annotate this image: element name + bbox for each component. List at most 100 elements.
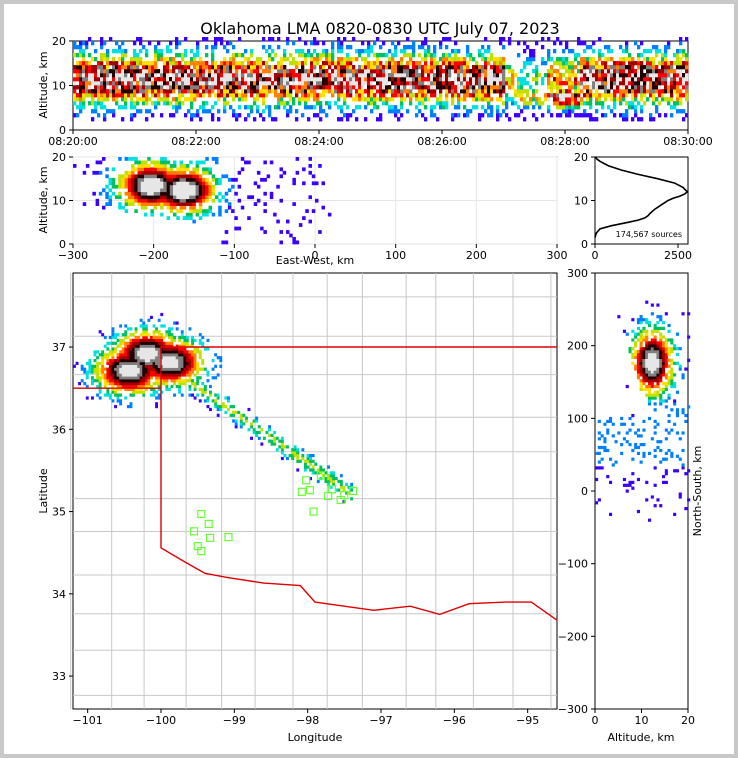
time-height-cell	[394, 81, 398, 86]
ew-x-tick-label: −300	[58, 249, 88, 262]
time-height-cell	[286, 113, 290, 118]
ew-cell	[147, 191, 151, 196]
plan-cell	[178, 353, 182, 357]
plan-cell	[214, 399, 218, 403]
time-height-cell	[73, 85, 77, 90]
plan-cell	[188, 344, 192, 348]
time-height-cell	[454, 61, 458, 66]
time-height-cell	[154, 65, 158, 70]
time-height-cell	[154, 45, 158, 50]
plan-cell	[132, 338, 135, 342]
plan-cell	[157, 361, 161, 365]
plan-cell	[214, 364, 218, 368]
time-height-cell	[649, 69, 653, 74]
time-height-cell	[484, 77, 488, 82]
plan-cell	[291, 451, 295, 455]
time-height-cell	[169, 113, 173, 118]
time-height-cell	[445, 97, 449, 102]
time-height-cell	[514, 101, 518, 106]
time-height-cell	[214, 65, 218, 70]
plan-cell	[150, 344, 153, 348]
ew-cell	[121, 181, 125, 186]
time-height-cell	[601, 113, 605, 118]
plan-cell	[293, 445, 297, 449]
ns-cell	[653, 425, 657, 429]
ew-cell	[173, 164, 177, 168]
time-height-cell	[496, 73, 500, 78]
plan-cell	[101, 356, 105, 360]
ns-cell	[673, 373, 677, 377]
ew-cell	[202, 198, 206, 203]
time-height-cell	[355, 77, 359, 82]
time-height-cell	[73, 45, 77, 50]
time-height-cell	[664, 89, 668, 94]
plan-cell	[121, 373, 125, 377]
plan-cell	[142, 353, 146, 357]
ew-cell	[163, 202, 167, 206]
time-height-x-tick-label: 08:22:00	[171, 135, 220, 148]
time-height-cell	[448, 57, 452, 62]
time-height-cell	[517, 85, 521, 90]
time-height-cell	[679, 61, 683, 66]
time-height-cell	[346, 77, 350, 82]
ns-cell	[653, 393, 657, 397]
time-height-cell	[91, 101, 95, 106]
time-height-cell	[586, 85, 590, 90]
time-height-cell	[505, 105, 509, 110]
time-height-cell	[340, 85, 344, 90]
time-height-cell	[430, 65, 434, 70]
ns-cell	[673, 361, 677, 365]
time-height-cell	[493, 65, 497, 70]
time-height-cell	[313, 89, 317, 94]
time-height-cell	[526, 89, 530, 94]
time-height-cell	[211, 117, 215, 122]
time-height-cell	[292, 77, 296, 82]
time-height-cell	[166, 97, 170, 102]
ew-cell	[111, 177, 116, 182]
time-height-cell	[277, 65, 281, 70]
time-height-cell	[658, 69, 662, 74]
time-height-cell	[256, 97, 260, 102]
time-height-cell	[508, 117, 512, 122]
time-height-cell	[439, 41, 443, 46]
time-height-cell	[364, 61, 368, 66]
time-height-cell	[349, 45, 353, 50]
plan-cell	[175, 384, 179, 389]
plan-cell	[178, 344, 182, 348]
plan-cell	[291, 448, 295, 452]
time-height-cell	[463, 85, 467, 90]
time-height-cell	[76, 113, 80, 118]
plan-cell	[332, 471, 336, 475]
time-height-cell	[169, 77, 173, 82]
ew-cell	[156, 202, 161, 206]
ew-cell	[318, 164, 322, 168]
time-height-cell	[388, 109, 392, 114]
time-height-cell	[253, 89, 257, 94]
time-height-cell	[112, 109, 116, 114]
ew-cell	[263, 230, 267, 234]
time-height-cell	[484, 57, 488, 62]
plan-cell	[337, 488, 341, 492]
plan-cell	[137, 382, 141, 386]
time-height-cell	[640, 105, 644, 110]
time-height-cell	[466, 93, 470, 98]
time-height-cell	[646, 85, 650, 90]
ew-cell	[189, 177, 193, 182]
time-height-cell	[496, 89, 500, 94]
ew-cell	[118, 181, 122, 186]
time-height-cell	[421, 45, 425, 50]
ew-cell	[253, 202, 258, 206]
plan-cell	[196, 364, 200, 368]
plan-cell	[147, 382, 151, 386]
plan-cell	[214, 393, 218, 397]
time-height-cell	[415, 85, 419, 90]
time-height-cell	[598, 93, 602, 98]
time-height-cell	[205, 109, 209, 114]
plan-cell	[239, 422, 243, 426]
ns-cell	[611, 463, 615, 467]
time-height-cell	[214, 101, 218, 106]
time-height-cell	[130, 105, 134, 110]
plan-cell	[273, 442, 277, 446]
time-height-cell	[193, 97, 197, 102]
time-height-cell	[100, 101, 104, 106]
